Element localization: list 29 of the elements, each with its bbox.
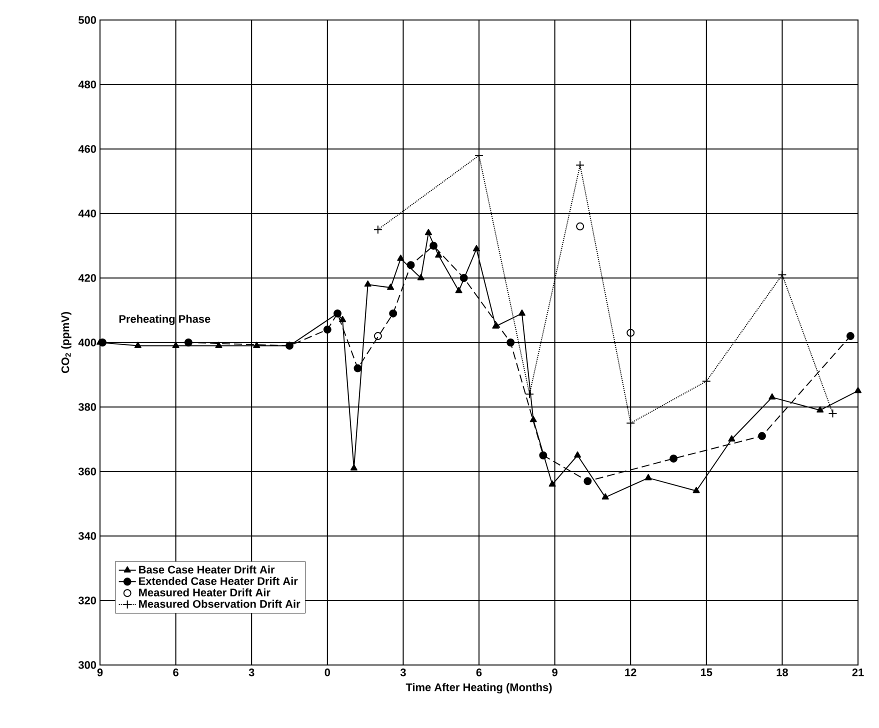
x-tick-label: 0 xyxy=(324,668,330,676)
y-tick-label: 500 xyxy=(78,16,96,24)
x-tick-label: 6 xyxy=(173,668,178,676)
x-tick-label: 12 xyxy=(625,668,636,676)
y-tick-label: 440 xyxy=(78,210,96,218)
y-tick-label: 300 xyxy=(78,661,96,669)
x-tick-label: 21 xyxy=(852,668,864,676)
x-axis-title: Time After Heating (Months) xyxy=(406,683,552,694)
y-tick-label: 380 xyxy=(78,403,96,411)
legend-label: Base Case Heater Drift Air xyxy=(139,565,275,574)
y-tick-label: 460 xyxy=(78,145,96,153)
y-tick-label: 480 xyxy=(78,80,96,88)
x-tick-label: 3 xyxy=(248,668,254,676)
legend-label: Measured Observation Drift Air xyxy=(139,600,300,608)
x-tick-label: 9 xyxy=(97,668,103,676)
y-tick-label: 320 xyxy=(78,596,96,604)
x-tick-label: 6 xyxy=(476,668,482,676)
y-axis-title: CO$_{2}$ (ppmV) xyxy=(61,312,72,374)
x-tick-label: 15 xyxy=(701,668,712,676)
y-tick-label: 400 xyxy=(78,338,96,346)
annotation: Preheating Phase xyxy=(119,314,210,326)
y-tick-label: 420 xyxy=(78,274,96,282)
x-tick-label: 3 xyxy=(400,668,406,676)
y-tick-label: 340 xyxy=(78,532,96,540)
x-tick-label: 9 xyxy=(552,668,558,676)
legend-label: Measured Heater Drift Air xyxy=(139,588,270,596)
x-tick-label: 18 xyxy=(776,668,788,676)
y-tick-label: 360 xyxy=(78,468,96,476)
legend-label: Extended Case Heater Drift Air xyxy=(139,576,298,585)
